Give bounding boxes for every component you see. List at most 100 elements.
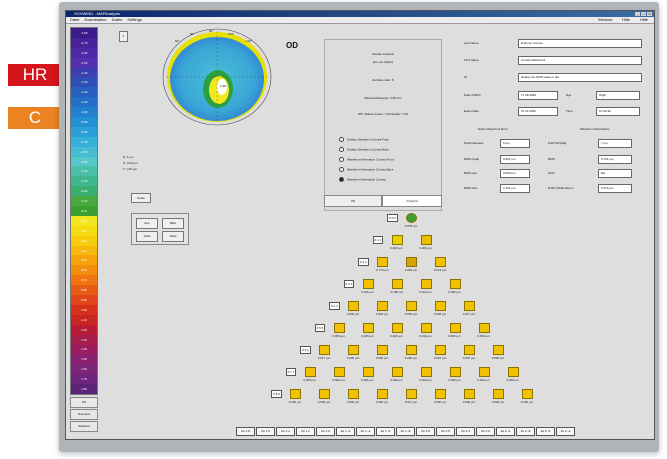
zernike-term-box[interactable] — [449, 367, 461, 377]
zernike-term-box[interactable] — [377, 345, 388, 355]
term-selector[interactable]: Ze 2 -2 — [556, 427, 575, 436]
term-selector[interactable]: Ze 1 2 — [296, 427, 315, 436]
term-selector[interactable]: Ze 1 -2 — [336, 427, 355, 436]
order-label[interactable]: Z 3 3 — [343, 280, 355, 288]
dob-field[interactable]: 17.08.1996 — [518, 91, 558, 100]
map-toggle-button[interactable]: ≡ — [119, 31, 128, 42]
zernike-term-box[interactable] — [522, 389, 533, 399]
menu-settings[interactable]: Settings — [127, 17, 142, 22]
zernike-term-box[interactable] — [406, 213, 417, 223]
first-name-field[interactable]: Cornea Wavefront — [518, 56, 642, 65]
term-selector[interactable]: Ze 1 4 — [276, 427, 295, 436]
zernike-term-box[interactable] — [290, 389, 301, 399]
zernike-term-box[interactable] — [493, 345, 504, 355]
zernike-term-box[interactable] — [478, 367, 490, 377]
minimize-button[interactable]: _ — [635, 12, 640, 16]
menu-daten[interactable]: Daten — [111, 17, 123, 22]
menu-window[interactable]: Window — [598, 17, 613, 22]
zernike-term-box[interactable] — [406, 301, 417, 311]
zernike-term-box[interactable] — [377, 389, 388, 399]
zernike-term-box[interactable] — [362, 323, 374, 333]
zernike-term-box[interactable] — [391, 367, 403, 377]
time-field[interactable]: 10:42:36 — [596, 107, 640, 116]
menu-datei[interactable]: Datei — [70, 17, 80, 22]
close-button[interactable]: X — [647, 12, 652, 16]
term-selector[interactable]: Ze 1 -4 — [356, 427, 375, 436]
menu-hilfe[interactable]: Hilfe — [622, 17, 631, 22]
zernike-term-box[interactable] — [449, 323, 461, 333]
zernike-term-box[interactable] — [449, 279, 461, 289]
menu-hilfe-2[interactable]: Hilfe — [640, 17, 649, 22]
zernike-term-box[interactable] — [435, 389, 446, 399]
zoom-button[interactable]: Zoo — [136, 218, 158, 229]
zernike-term-box[interactable] — [464, 389, 475, 399]
order-label[interactable]: Z 7 7 — [285, 368, 297, 376]
option-surface-back[interactable]: Surface Elevation Cornea Back — [339, 147, 389, 152]
term-selector[interactable]: Ze 1 6 — [256, 427, 275, 436]
zernike-term-box[interactable] — [377, 301, 388, 311]
zernike-term-box[interactable] — [406, 345, 417, 355]
eye-field[interactable]: Right — [596, 91, 640, 100]
order-label[interactable]: Z 8 8 — [271, 390, 282, 398]
order-label[interactable]: Z 5 5 — [314, 324, 326, 332]
zernike-term-box[interactable] — [304, 367, 316, 377]
rms-ulev-field[interactable]: 0.849 µm — [500, 169, 530, 178]
zernike-term-box[interactable] — [507, 367, 519, 377]
zernike-term-box[interactable] — [362, 279, 374, 289]
hoa-field[interactable]: RH — [598, 169, 632, 178]
zernike-term-box[interactable] — [406, 257, 417, 267]
last-name-field[interactable]: E-Demo Cornea — [518, 39, 642, 48]
zernike-term-box[interactable] — [435, 257, 446, 267]
order-label[interactable]: Z 2 2 — [358, 258, 369, 266]
zernike-term-box[interactable] — [348, 389, 359, 399]
zernike-term-box[interactable] — [420, 323, 432, 333]
order-label[interactable]: Z 6 6 — [300, 346, 311, 354]
option-surface-front[interactable]: Surface Elevation Cornea Front — [339, 137, 389, 142]
zernike-term-box[interactable] — [391, 235, 403, 245]
maximize-button[interactable]: □ — [641, 12, 646, 16]
pupil-schulfig-field[interactable]: 7 µm — [598, 139, 632, 148]
reference-button[interactable]: 2/3 — [70, 397, 98, 408]
option-wavefront-front[interactable]: Wavefront Aberration Cornea Front — [339, 157, 394, 162]
zernike-term-box[interactable] — [319, 345, 330, 355]
rea-button[interactable]: REA — [162, 218, 184, 229]
term-selector[interactable]: Ze 2 -8 — [516, 427, 535, 436]
zernike-term-box[interactable] — [464, 345, 475, 355]
ablat-button[interactable]: Ablat — [136, 231, 158, 242]
zernike-term-box[interactable] — [362, 367, 374, 377]
scale-button[interactable]: Scale — [131, 193, 151, 203]
option-wavefront-cornea[interactable]: Wavefront Aberration Cornea — [339, 177, 386, 182]
zernike-term-box[interactable] — [493, 389, 504, 399]
zernike-term-box[interactable] — [391, 323, 403, 333]
term-selector[interactable]: Ze 2 -6 — [536, 427, 555, 436]
zernike-term-box[interactable] — [420, 235, 432, 245]
zernike-term-box[interactable] — [464, 301, 475, 311]
zernike-term-box[interactable] — [333, 367, 345, 377]
rms-field[interactable]: 0.731 µm — [598, 155, 632, 164]
rms-sher-field[interactable]: 0.151 µm — [500, 184, 530, 193]
order-label[interactable]: Z 1 1 — [372, 236, 384, 244]
zernike-term-box[interactable] — [377, 257, 388, 267]
ablat-button-2[interactable]: Ablat — [162, 231, 184, 242]
order-label[interactable]: Z 4 4 — [329, 302, 340, 310]
statistics-button[interactable]: Statistics — [70, 421, 98, 432]
option-wavefront-back[interactable]: Wavefront Aberration Cornea Back — [339, 167, 393, 172]
rrp-field[interactable]: 0.379 µm — [598, 184, 632, 193]
zernike-term-box[interactable] — [435, 345, 446, 355]
term-selector[interactable]: Ze 1 -8 — [396, 427, 415, 436]
zernike-term-box[interactable] — [435, 301, 446, 311]
zernike-term-box[interactable] — [319, 389, 330, 399]
zernike-term-box[interactable] — [406, 389, 417, 399]
zernike-term-box[interactable] — [348, 345, 359, 355]
menu-examination[interactable]: Examination — [84, 17, 107, 22]
term-selector[interactable]: Ze 2 6 — [436, 427, 455, 436]
rms-total-field[interactable]: 0.841 µm — [500, 155, 530, 164]
pupil-diameter-field[interactable]: 6 µm — [500, 139, 530, 148]
tab-pyramid[interactable]: Pyramid — [382, 195, 442, 207]
term-selector[interactable]: Ze 1 8 — [236, 427, 255, 436]
exam-date-field[interactable]: 07.11.2006 — [518, 107, 558, 116]
zernike-term-box[interactable] — [478, 323, 490, 333]
id-field[interactable]: display the RMS value in dia — [518, 73, 642, 82]
zernike-term-box[interactable] — [391, 279, 403, 289]
term-selector[interactable]: Ze 2 -4 — [496, 427, 515, 436]
